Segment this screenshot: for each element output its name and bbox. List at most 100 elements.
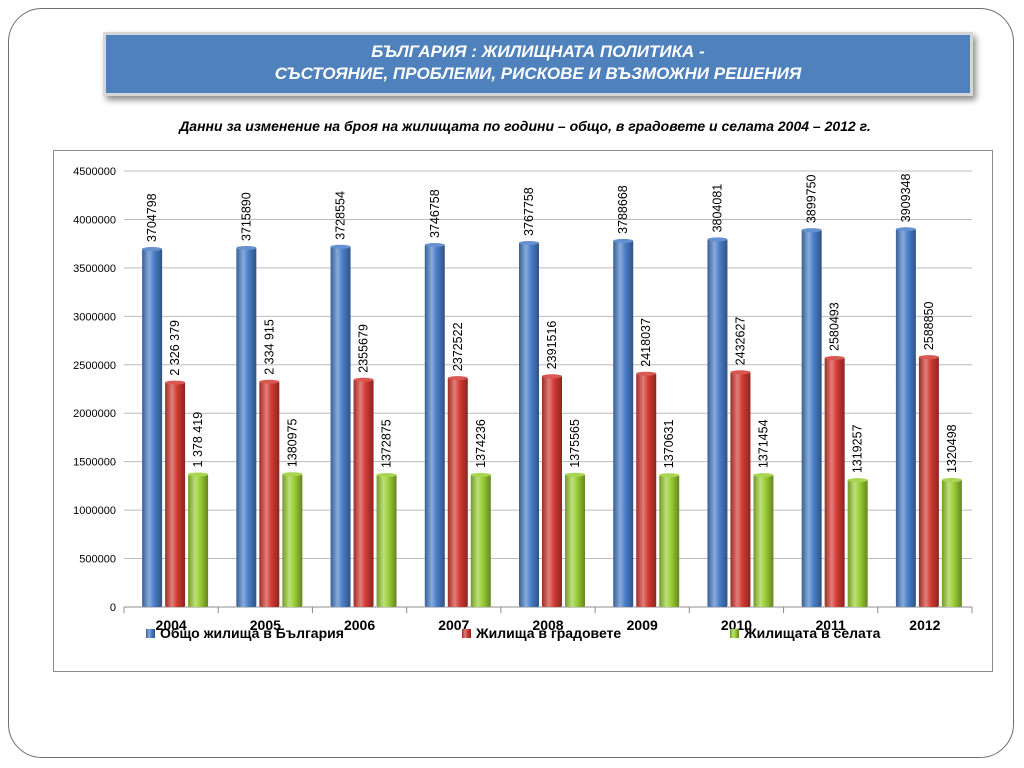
title-banner: БЪЛГАРИЯ : ЖИЛИЩНАТА ПОЛИТИКА - СЪСТОЯНИ… xyxy=(103,32,973,96)
bar-2011-series-1 xyxy=(801,229,822,607)
bar-2012-series-2 xyxy=(918,356,939,607)
data-label: 3746758 xyxy=(428,189,442,238)
chart-area: 0 500000 1000000 1500000 2000000 2500000 30000… xyxy=(53,150,993,672)
bar-cap xyxy=(188,472,209,477)
bar-2009-series-3 xyxy=(659,474,680,607)
x-tick-label: 2005 xyxy=(250,617,281,633)
data-label: 3899750 xyxy=(805,174,819,223)
bar-2009-series-1 xyxy=(613,239,634,607)
x-tick-label: 2004 xyxy=(156,617,187,633)
data-label: 2 334 915 xyxy=(262,319,276,375)
data-label: 3909348 xyxy=(899,174,913,223)
x-tick-label: 2007 xyxy=(438,617,469,633)
data-label: 1375565 xyxy=(568,419,582,468)
data-label: 2432627 xyxy=(733,317,747,366)
bar-cap xyxy=(282,472,303,477)
data-label: 3804081 xyxy=(710,184,724,233)
bar-cap xyxy=(636,371,657,376)
data-label: 2418037 xyxy=(639,318,653,367)
data-label: 2588850 xyxy=(922,301,936,350)
bar-cap xyxy=(918,355,939,360)
data-label: 3767758 xyxy=(522,187,536,236)
bar-cap xyxy=(730,370,751,375)
data-label: 1374236 xyxy=(474,419,488,468)
y-tick-label: 2500000 xyxy=(73,360,116,372)
bar-2012-series-3 xyxy=(941,479,962,607)
legend-label-3: Жилищата в селата xyxy=(743,625,881,641)
bar-2011-series-3 xyxy=(847,479,868,607)
data-label: 1 378 419 xyxy=(191,412,205,468)
legend-swatch-1 xyxy=(146,629,155,638)
bar-2006-series-1 xyxy=(330,245,351,607)
bar-cap xyxy=(519,240,539,245)
bar-cap xyxy=(330,244,351,249)
bar-2005-series-1 xyxy=(236,246,257,607)
bar-2006-series-2 xyxy=(353,378,374,607)
y-tick-label: 1000000 xyxy=(73,505,116,517)
y-tick-label: 3000000 xyxy=(73,311,116,323)
bar-cap xyxy=(165,380,186,385)
y-tick-label: 2000000 xyxy=(73,408,116,420)
title-line-1: БЪЛГАРИЯ : ЖИЛИЩНАТА ПОЛИТИКА - xyxy=(371,42,705,61)
bar-cap xyxy=(353,377,374,382)
bar-cap xyxy=(895,227,916,232)
x-tick-label: 2012 xyxy=(909,617,940,633)
data-label: 1370631 xyxy=(662,419,676,468)
x-tick-label: 2011 xyxy=(815,617,846,633)
bar-cap xyxy=(753,473,774,478)
bar-chart: 0 500000 1000000 1500000 2000000 2500000 30000… xyxy=(73,166,973,641)
data-label: 2580493 xyxy=(828,302,842,351)
y-tick-label: 3500000 xyxy=(73,263,116,275)
bar-2008-series-1 xyxy=(519,241,539,607)
bar-2007-series-2 xyxy=(447,377,468,607)
data-label: 1380975 xyxy=(285,418,299,467)
bar-cap xyxy=(824,355,845,360)
y-tick-label: 1500000 xyxy=(73,457,116,469)
data-label: 1319257 xyxy=(851,424,865,473)
bar-2007-series-1 xyxy=(424,243,445,607)
y-tick-label: 0 xyxy=(110,602,116,614)
bar-cap xyxy=(659,473,680,478)
bar-cap xyxy=(565,472,585,477)
chart-subtitle: Данни за изменение на броя на жилищата п… xyxy=(179,118,871,134)
bar-cap xyxy=(707,237,728,242)
bar-cap xyxy=(542,374,562,379)
x-tick-label: 2008 xyxy=(532,617,563,633)
bar-cap xyxy=(847,478,868,483)
bar-2004-series-3 xyxy=(188,473,209,607)
data-label: 2 326 379 xyxy=(168,320,182,376)
data-label: 2355679 xyxy=(357,324,371,373)
x-tick-label: 2009 xyxy=(627,617,658,633)
y-tick-label: 4500000 xyxy=(73,166,116,178)
bar-2005-series-2 xyxy=(259,380,280,607)
bar-2008-series-3 xyxy=(565,473,585,607)
bar-2006-series-3 xyxy=(376,473,397,607)
bar-2009-series-2 xyxy=(636,372,657,607)
legend-swatch-2 xyxy=(462,629,471,638)
bar-cap xyxy=(424,242,445,247)
legend-label-2: Жилища в градовете xyxy=(475,625,621,641)
data-label: 3704798 xyxy=(145,193,159,242)
bar-cap xyxy=(142,247,163,252)
bar-2004-series-2 xyxy=(165,381,186,607)
bar-2011-series-2 xyxy=(824,356,845,607)
bar-cap xyxy=(447,376,468,381)
bar-2007-series-3 xyxy=(470,473,491,607)
bar-cap xyxy=(470,472,491,477)
data-label: 1371454 xyxy=(756,419,770,468)
data-label: 2391516 xyxy=(545,321,559,370)
bar-2010-series-3 xyxy=(753,474,774,607)
bar-cap xyxy=(941,478,962,483)
legend-swatch-3 xyxy=(730,629,739,638)
data-label: 1372875 xyxy=(380,419,394,468)
title-line-2: СЪСТОЯНИЕ, ПРОБЛЕМИ, РИСКОВЕ И ВЪЗМОЖНИ … xyxy=(274,64,802,83)
data-label: 3728554 xyxy=(334,191,348,240)
bar-2005-series-3 xyxy=(282,473,303,607)
y-tick-label: 500000 xyxy=(79,554,116,566)
x-tick-label: 2006 xyxy=(344,617,375,633)
bar-cap xyxy=(613,238,634,243)
bar-cap xyxy=(376,472,397,477)
y-tick-label: 4000000 xyxy=(73,214,116,226)
legend-label-1: Общо жилища в България xyxy=(160,625,344,641)
bar-2008-series-2 xyxy=(542,375,562,607)
